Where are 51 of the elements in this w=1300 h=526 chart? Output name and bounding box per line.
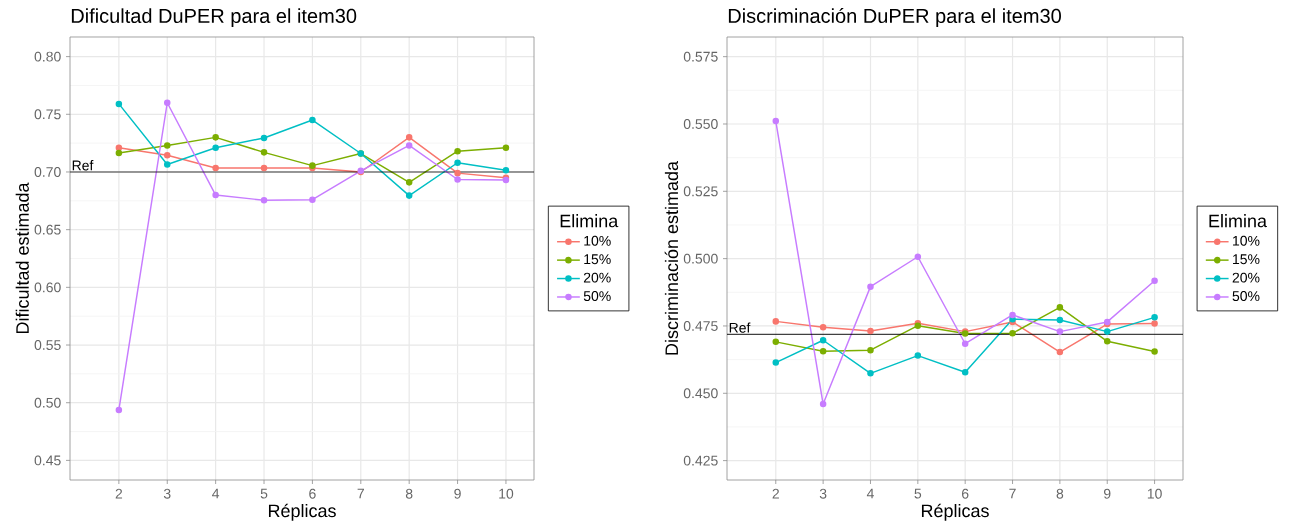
x-tick-label: 5	[260, 488, 268, 499]
x-tick-label: 2	[115, 488, 123, 499]
x-tick-label: 5	[914, 488, 922, 499]
y-tick-label: 0.45	[34, 455, 61, 466]
legend-title: Elimina	[1209, 214, 1267, 228]
y-tick-label: 0.50	[34, 397, 61, 408]
y-tick-label: 0.450	[683, 388, 718, 399]
y-axis-title: Dificultad estimada	[15, 182, 29, 334]
legend-label: 15%	[1233, 254, 1260, 265]
x-tick-label: 8	[1056, 488, 1064, 499]
legend-label: 20%	[583, 272, 611, 283]
x-tick-label: 6	[309, 488, 316, 499]
y-tick-label: 0.425	[683, 455, 718, 466]
x-tick-label: 10	[1147, 488, 1162, 499]
y-tick-label: 0.75	[34, 109, 61, 120]
x-tick-label: 4	[866, 488, 874, 499]
ref-line-label: Ref	[729, 322, 751, 333]
legend-label: 15%	[584, 254, 611, 265]
x-axis-title: Réplicas	[268, 503, 336, 521]
x-tick-label: 9	[454, 488, 461, 499]
chart-title: Discriminación DuPER para el item30	[728, 8, 1061, 27]
y-tick-label: 0.500	[683, 253, 718, 264]
x-tick-label: 7	[1009, 488, 1016, 499]
legend-title: Elimina	[560, 214, 619, 228]
ref-line-label: Ref	[72, 160, 94, 171]
y-axis-title: Discriminación estimada	[664, 161, 679, 355]
y-tick-label: 0.55	[34, 340, 61, 350]
y-tick-label: 0.550	[683, 119, 718, 129]
x-tick-label: 8	[405, 488, 413, 499]
x-axis-title: Réplicas	[921, 503, 989, 521]
x-tick-label: 4	[212, 488, 220, 499]
legend-label: 50%	[583, 291, 611, 302]
x-tick-label: 2	[772, 488, 779, 499]
chart-title: Dificultad DuPER para el item30	[71, 8, 357, 27]
y-tick-label: 0.475	[683, 321, 718, 331]
y-tick-label: 0.70	[34, 167, 61, 177]
legend-label: 10%	[584, 235, 611, 246]
y-tick-label: 0.575	[683, 51, 718, 62]
y-tick-label: 0.65	[34, 224, 61, 235]
legend-label: 20%	[1232, 272, 1260, 283]
x-tick-label: 7	[357, 488, 364, 499]
x-tick-label: 10	[499, 488, 514, 499]
x-tick-label: 3	[163, 488, 171, 499]
x-tick-label: 6	[962, 488, 969, 499]
x-tick-label: 3	[819, 488, 827, 499]
y-tick-label: 0.60	[34, 282, 61, 293]
y-tick-label: 0.525	[683, 186, 718, 197]
legend-label: 50%	[1232, 291, 1260, 302]
x-tick-label: 9	[1103, 488, 1111, 499]
y-tick-label: 0.80	[34, 51, 61, 62]
legend-label: 10%	[1233, 235, 1260, 246]
